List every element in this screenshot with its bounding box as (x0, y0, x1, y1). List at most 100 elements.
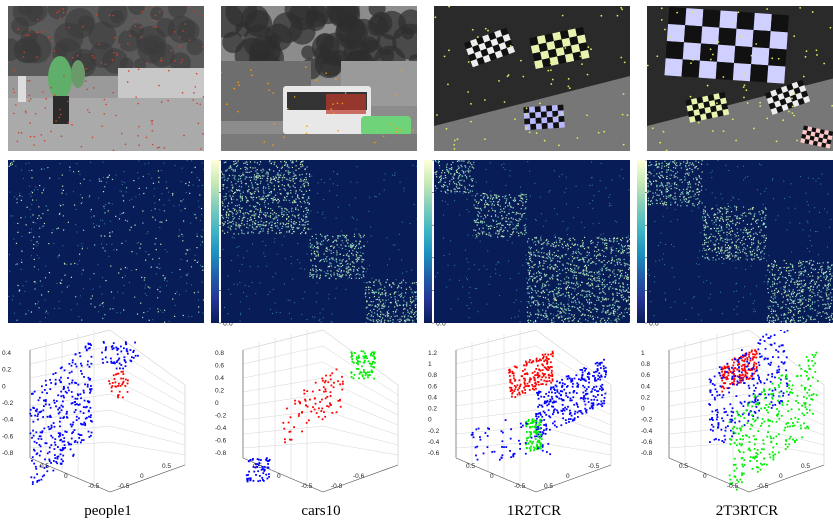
scatter-point (775, 349, 778, 352)
scatter-point (553, 420, 556, 423)
scatter-point (356, 359, 359, 362)
scatter-point (246, 477, 249, 480)
scatter-point (541, 405, 544, 408)
scatter-point (587, 386, 590, 388)
scatter-point (590, 402, 593, 405)
scatter-point (126, 382, 129, 385)
scatter-point (565, 375, 568, 378)
scatter-point (584, 407, 587, 410)
scatter-point (262, 478, 264, 481)
scatter-point (796, 394, 799, 397)
scatter-point (531, 419, 534, 422)
scatter-point (36, 415, 39, 417)
scatter-point (541, 431, 544, 434)
scatter-point (531, 383, 534, 386)
scatter-point (70, 402, 73, 405)
axis-tick-label: -0.6 (641, 439, 653, 446)
scatter-point (472, 436, 475, 439)
scatter-point (71, 432, 74, 435)
scatter-point (768, 337, 771, 339)
scatter-point (587, 371, 590, 374)
scatter-point (118, 357, 121, 360)
scatter-point (120, 350, 123, 353)
scatter-point (312, 406, 314, 409)
scatter-point (258, 475, 261, 477)
scatter-point (332, 386, 335, 389)
axis-tick-label: -0.8 (2, 450, 14, 457)
scatter-point (724, 367, 727, 370)
scatter-point (510, 456, 513, 459)
scatter-point (58, 407, 61, 409)
scatter-point (350, 375, 353, 378)
scatter-point (529, 359, 531, 361)
scatter-point (758, 393, 761, 396)
scatter-point (359, 360, 361, 363)
scatter-point (84, 422, 87, 425)
scatter-point (735, 439, 738, 441)
scatter-point (536, 432, 539, 434)
scatter-point (749, 410, 752, 413)
scatter-point (748, 412, 750, 415)
scatter-point (534, 435, 536, 438)
scatter-point (731, 419, 734, 422)
scatter-point (767, 411, 769, 414)
scatter-point (110, 361, 113, 364)
scatter-point (116, 360, 119, 362)
scatter-point (373, 353, 375, 356)
scatter-point (550, 353, 552, 356)
scatter-point (53, 441, 56, 444)
scatter-point (50, 426, 53, 429)
scatter-point (806, 425, 808, 428)
scatter-point (371, 360, 374, 363)
scatter-point (256, 463, 259, 465)
scatter-point (739, 438, 742, 440)
scatter-point (355, 356, 358, 359)
scatter-point (733, 373, 735, 375)
scatter-point (769, 364, 772, 366)
scatter-point (741, 413, 744, 416)
scatter-point (34, 465, 37, 468)
scatter-point (816, 380, 819, 382)
scatter-point (70, 437, 73, 440)
scatter-point (363, 371, 365, 373)
scatter-point (43, 399, 45, 402)
scatter-point (542, 410, 545, 413)
scatter-point (54, 372, 57, 374)
scatter-point (532, 446, 535, 449)
scatter-point (765, 404, 768, 406)
scatter-point (815, 394, 818, 397)
scatter-point (732, 411, 735, 414)
scatter-point (763, 393, 766, 396)
scatter-point (536, 374, 538, 377)
scatter-point (746, 357, 749, 359)
scatter-point (77, 404, 80, 406)
scatter-point (528, 379, 531, 382)
scatter-point (527, 436, 530, 439)
scatter-point (732, 432, 735, 435)
scatter-point (543, 411, 546, 414)
scatter-point (80, 439, 83, 442)
scatter-point (735, 467, 738, 470)
scatter-point (739, 478, 742, 481)
scatter-point (73, 411, 76, 414)
scatter-point (538, 412, 540, 415)
scatter-point (596, 364, 599, 367)
scatter-point (579, 409, 582, 412)
scatter-point (765, 409, 768, 412)
scatter-point (796, 421, 799, 423)
scatter-point (732, 364, 735, 367)
scatter-point (751, 378, 754, 381)
scatter-point (721, 440, 724, 442)
scatter-point (805, 356, 808, 358)
scatter-point (757, 374, 760, 377)
scatter-point (126, 379, 129, 382)
scatter-point (560, 398, 563, 400)
scatter-point (549, 374, 552, 377)
scatter-point (370, 365, 373, 368)
scatter-point (777, 413, 779, 415)
scatter-point (594, 362, 597, 365)
scatter-point (755, 452, 758, 454)
scatter-point (532, 385, 535, 388)
scatter-point (55, 405, 57, 408)
scatter-point (525, 446, 528, 449)
